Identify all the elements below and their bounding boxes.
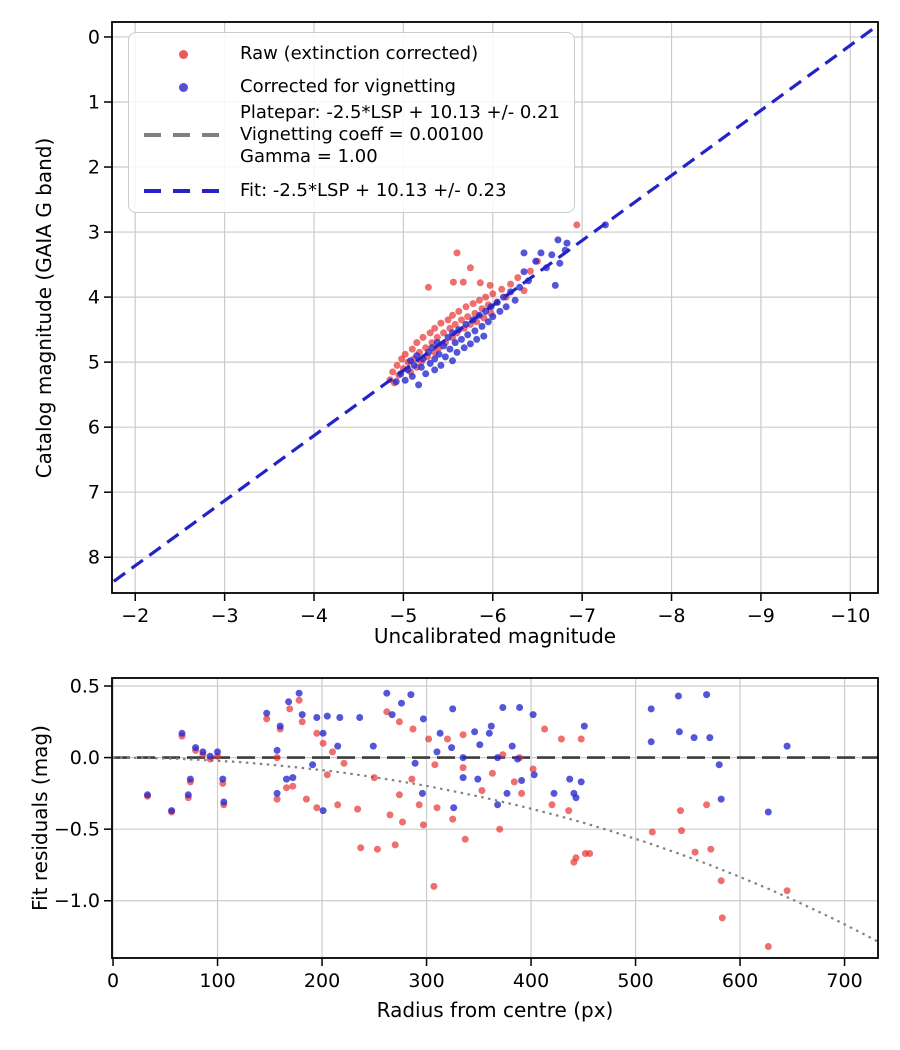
x-tick-label: 100 [199,970,235,992]
legend-label-raw: Raw (extinction corrected) [240,43,479,64]
raw-dot-icon [178,49,188,59]
y-tick-label: 4 [88,287,100,309]
top-yaxis-label: Catalog magnitude (GAIA G band) [32,137,56,479]
data-area-0 [112,23,878,583]
scatter-corrected [392,221,609,389]
y-tick-label: 0.0 [70,747,100,769]
plot-1: 0 100 200 300 400 500 600 700 0.5 0.0 −0.5 −1.0 [54,676,879,992]
x-tick-label: −3 [211,605,239,627]
fit-dash-icon [144,189,222,193]
x-tick-label: −6 [479,605,507,627]
top-xaxis-label: Uncalibrated magnitude [373,624,617,648]
x-tick-label: −9 [747,605,775,627]
legend-item-fit: Fit: -2.5*LSP + 10.13 +/- 0.23 [138,180,566,202]
x-tick-label: −2 [121,605,149,627]
scatter-raw-residuals [144,696,791,950]
y-tick-label: 0.5 [70,676,100,698]
data-area-1 [112,689,878,950]
plot-border [111,21,879,594]
y-tick-label: 5 [88,352,100,374]
platepar-dash-icon [144,133,222,137]
x-tick-label: 300 [408,970,444,992]
x-tick-label: −7 [568,605,596,627]
corrected-dot-icon [178,82,188,92]
scatter-corrected-residuals [144,689,791,816]
y-tick-label: 2 [88,157,100,179]
y-tick-label: 0 [88,26,100,48]
x-tick-label: −4 [300,605,328,627]
legend-item-corrected: Corrected for vignetting [138,76,566,98]
vignetting-model-curve [112,756,878,943]
x-tick-label: 0 [107,970,119,992]
y-tick-label: 8 [88,547,100,569]
y-tick-label: 7 [88,482,100,504]
x-tick-label: −10 [830,605,870,627]
bottom-yaxis-label: Fit residuals (mag) [28,725,52,911]
x-tick-label: 400 [513,970,549,992]
plot-border [111,677,879,959]
legend-label-corrected: Corrected for vignetting [240,76,456,97]
legend-item-raw: Raw (extinction corrected) [138,43,566,65]
legend-item-platepar: Platepar: -2.5*LSP + 10.13 +/- 0.21 Vign… [138,102,566,168]
x-tick-label: 200 [304,970,340,992]
x-tick-label: −8 [658,605,686,627]
y-tick-label: 1 [88,91,100,113]
legend-label-platepar: Platepar: -2.5*LSP + 10.13 +/- 0.21 Vign… [240,102,560,167]
legend-label-fit: Fit: -2.5*LSP + 10.13 +/- 0.23 [240,180,507,201]
bottom-xaxis-label: Radius from centre (px) [376,998,614,1022]
x-tick-label: 500 [617,970,653,992]
y-tick-label: 3 [88,222,100,244]
y-tick-label: 6 [88,417,100,439]
fit-line [112,23,878,583]
y-tick-label: −0.5 [54,819,100,841]
x-tick-label: −5 [389,605,417,627]
x-tick-label: 700 [826,970,862,992]
legend-box: Raw (extinction corrected) Corrected for… [128,32,575,213]
x-tick-label: 600 [722,970,758,992]
y-tick-label: −1.0 [54,890,100,912]
